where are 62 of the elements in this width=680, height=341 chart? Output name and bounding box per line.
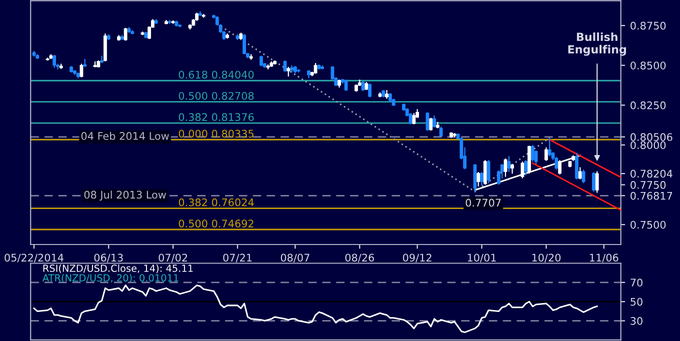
x-tick-label: 07/02 (158, 254, 188, 262)
ref-line-label: 0.000 0.80335 (178, 130, 254, 138)
x-tick-label: 10/01 (468, 254, 496, 262)
candlestick (544, 146, 548, 162)
candlestick (578, 166, 582, 180)
y-tick-label: 0.8500 (630, 62, 666, 70)
candlestick (124, 27, 128, 42)
y-tick-label: 0.8250 (630, 101, 666, 110)
y-tick-label: 0.7750 (630, 181, 666, 189)
ref-line-label: 0.382 0.76024 (178, 198, 254, 206)
candlestick (530, 144, 534, 162)
y-tick-label: 0.80506 (630, 133, 672, 142)
candlestick (408, 112, 412, 125)
ref-line-label: 0.500 0.74692 (178, 220, 254, 228)
candlestick (592, 171, 596, 192)
y-tick-label: 0.76817 (630, 192, 672, 200)
x-tick-label: 08/07 (280, 254, 310, 262)
candlestick (412, 112, 416, 125)
annotation: ATR(NZD/USD, 20): 0.01011 (42, 274, 178, 283)
x-tick-label: 08/26 (345, 254, 374, 262)
candlestick (368, 83, 372, 98)
candlestick (582, 169, 586, 184)
ref-line-label: 04 Feb 2014 Low (81, 132, 169, 140)
candlestick (80, 63, 84, 78)
x-tick-label: 11/06 (590, 254, 618, 262)
candlestick (52, 54, 56, 68)
ref-line-label: 08 Jul 2013 Low (84, 190, 166, 201)
candlestick (554, 156, 558, 170)
ref-line-label: 0.382 0.81376 (178, 113, 254, 122)
y-tick-label: 70 (630, 278, 642, 287)
y-tick-label: 0.8750 (630, 22, 666, 30)
y-tick-label: 0.78204 (630, 170, 672, 178)
candlestick (429, 117, 433, 132)
y-tick-label: 0.8000 (630, 141, 666, 150)
candlestick (286, 66, 290, 78)
y-tick-label: 50 (630, 298, 642, 306)
x-tick-label: 06/13 (94, 254, 123, 262)
x-tick-label: 10/20 (532, 254, 561, 262)
y-tick-label: 0.7500 (630, 220, 666, 229)
ref-line-label: 0.618 0.84040 (178, 70, 254, 79)
x-tick-label: 07/21 (223, 254, 252, 262)
candlestick (476, 171, 480, 187)
x-tick-label: 09/12 (402, 254, 432, 262)
ref-line-label: 0.500 0.82708 (178, 92, 254, 100)
candlestick (480, 171, 484, 186)
candlestick (595, 170, 599, 194)
candlestick (524, 160, 528, 176)
candlestick (575, 152, 578, 180)
candlestick (486, 160, 490, 184)
candlestick (510, 164, 514, 174)
candlestick (548, 137, 552, 157)
x-tick-label: 05/22/2014 (4, 254, 64, 262)
candlestick (483, 160, 487, 186)
candlestick (558, 160, 562, 175)
annotation: 0.7707 (466, 198, 501, 207)
candlestick (507, 156, 511, 173)
candlestick (439, 126, 443, 138)
candlestick (432, 114, 436, 128)
candlestick (344, 79, 348, 92)
annotation: RSI(NZD/USD.Close, 14): 45.11 (43, 264, 193, 274)
y-tick-label: 30 (630, 317, 642, 325)
line-series (33, 284, 598, 334)
